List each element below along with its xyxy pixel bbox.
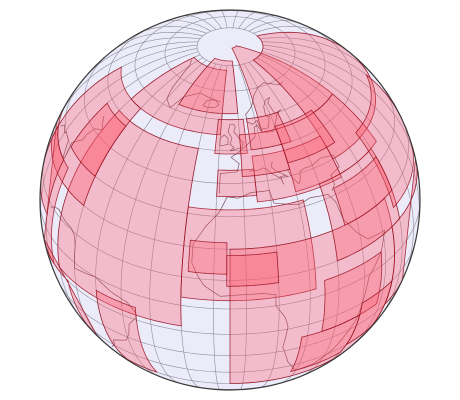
footprint-polygon[interactable] xyxy=(226,251,280,287)
meridian-line xyxy=(159,20,212,32)
meridian-line xyxy=(120,61,212,377)
footprint-polygon[interactable] xyxy=(40,125,65,217)
footprint-polygon[interactable] xyxy=(178,57,239,115)
meridian-line xyxy=(40,48,198,232)
footprint-polygon[interactable] xyxy=(51,66,142,207)
footprint-polygon[interactable] xyxy=(274,109,336,164)
coastline-path xyxy=(219,134,229,147)
footprint-polygon[interactable] xyxy=(346,279,393,345)
footprint-polygon[interactable] xyxy=(180,199,317,302)
footprint-polygon[interactable] xyxy=(95,289,158,373)
meridian-line xyxy=(80,37,201,83)
footprint-polygon[interactable] xyxy=(321,251,383,332)
footprint-polygon[interactable] xyxy=(187,239,228,275)
meridian-line xyxy=(46,51,199,285)
meridian-line xyxy=(262,44,419,175)
coastline-path xyxy=(249,161,289,185)
footprint-polygon[interactable] xyxy=(384,158,418,305)
footprint-polygon[interactable] xyxy=(214,118,248,155)
coastline-path xyxy=(166,59,221,109)
meridian-line xyxy=(261,51,414,285)
footprint-polygon[interactable] xyxy=(57,109,199,327)
footprint-polygon[interactable] xyxy=(130,56,228,136)
parallel-line xyxy=(65,82,395,217)
coverage-footprints[interactable] xyxy=(40,31,418,384)
meridian-line xyxy=(248,20,301,32)
meridian-line xyxy=(262,48,420,232)
coastline-path xyxy=(219,81,283,194)
coastline-path xyxy=(50,206,76,268)
footprint-polygon[interactable] xyxy=(70,102,127,177)
coastline-path xyxy=(202,99,220,109)
footprint-polygon[interactable] xyxy=(252,31,376,160)
globe-outline xyxy=(39,9,421,391)
coastline-path xyxy=(287,154,340,192)
footprint-polygon[interactable] xyxy=(318,147,401,262)
coastline-path xyxy=(60,116,105,159)
meridian-line xyxy=(232,65,247,390)
coastline-path xyxy=(227,123,244,152)
footprint-polygon[interactable] xyxy=(333,155,393,226)
coastlines xyxy=(50,59,386,371)
footprint-polygon[interactable] xyxy=(43,108,69,264)
meridian-line xyxy=(259,37,380,83)
coastline-path xyxy=(191,190,386,371)
coastline-path xyxy=(74,267,137,347)
